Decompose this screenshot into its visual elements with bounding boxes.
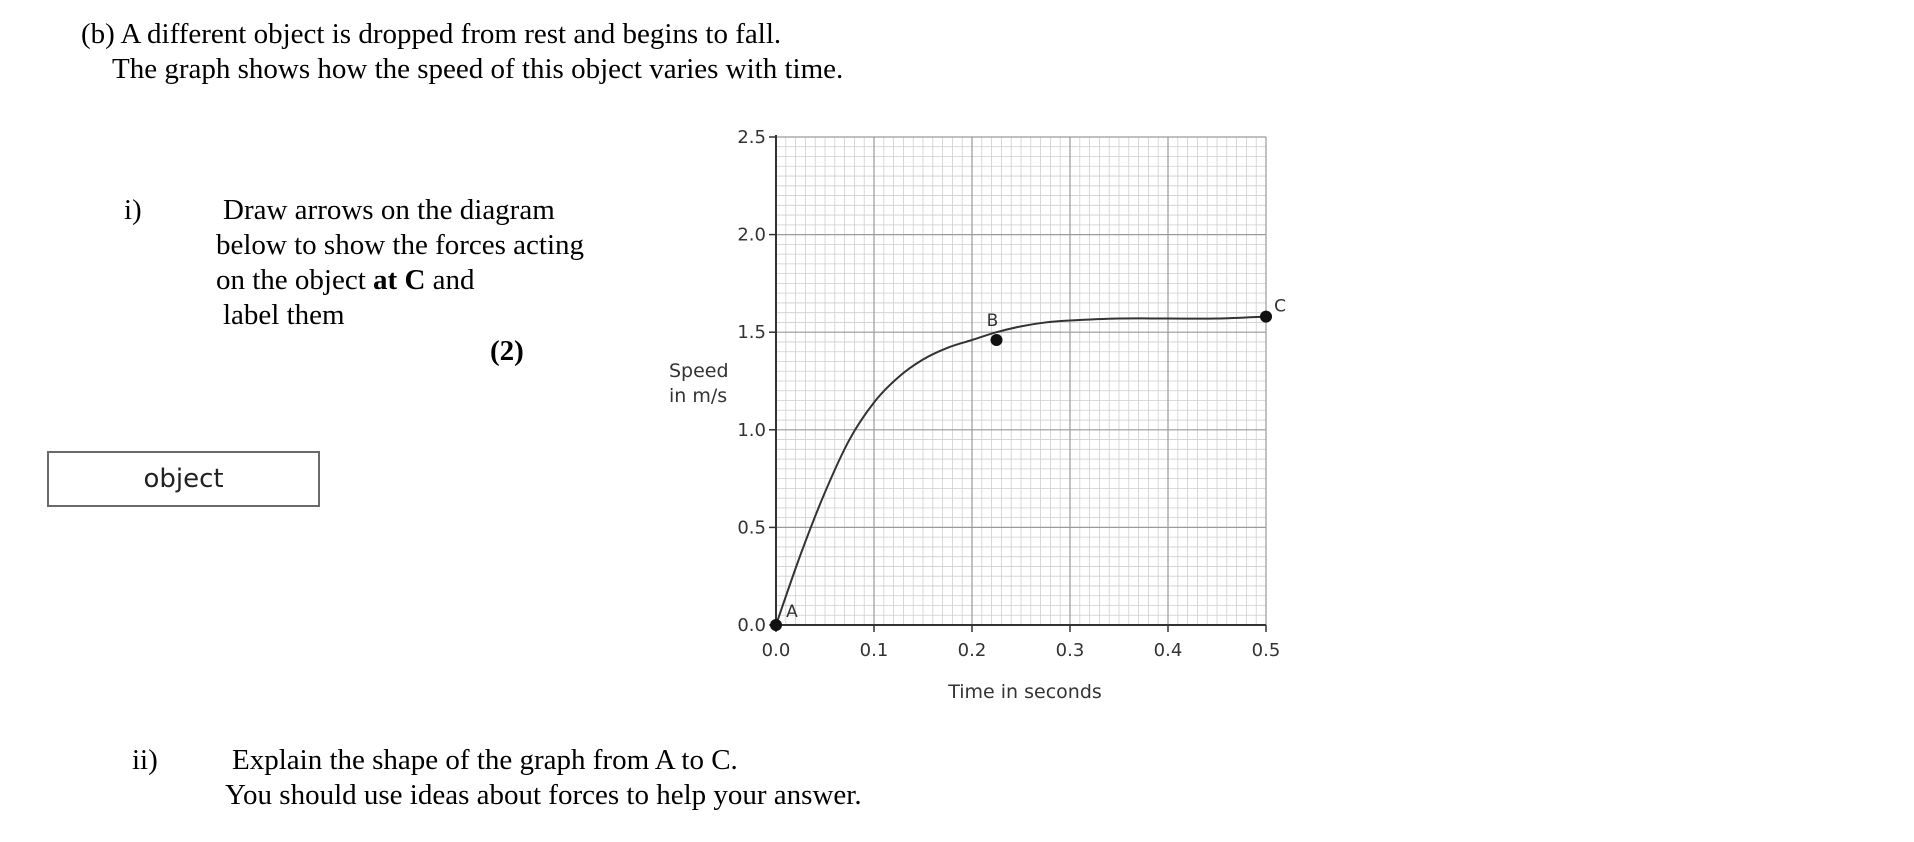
x-tick-label: 0.3 <box>1056 640 1085 661</box>
point-a-marker <box>770 619 782 631</box>
x-tick-label: 0.1 <box>860 640 889 661</box>
object-box: object <box>47 451 320 507</box>
x-tick-label: 0.5 <box>1252 640 1281 661</box>
part-i-number: i) <box>124 194 142 226</box>
x-tick-label: 0.0 <box>762 640 791 661</box>
part-i-line-2: below to show the forces acting <box>216 229 585 261</box>
intro-line-1: (b) A different object is dropped from r… <box>81 18 782 50</box>
y-tick-label: 2.5 <box>737 127 766 148</box>
point-c-marker <box>1260 310 1272 323</box>
y-tick-label: 0.0 <box>737 615 766 636</box>
chart-ticks: 0.0 0.1 0.2 0.3 0.4 0.5 0.0 0.5 1.0 1.5 2.0 2.5 <box>737 127 1280 661</box>
x-axis-label: Time in seconds <box>947 681 1102 703</box>
chart-points: A B C <box>770 297 1286 631</box>
x-tick-label: 0.2 <box>958 640 987 661</box>
part-i-line-3-text: on the object <box>216 264 374 296</box>
y-axis-label-line-2: in m/s <box>669 385 727 407</box>
part-i-line-3: on the object at C and <box>216 262 475 298</box>
point-b-marker <box>990 334 1003 347</box>
y-tick-label: 1.0 <box>737 420 766 441</box>
y-tick-label: 0.5 <box>737 517 766 538</box>
chart-series <box>775 315 1267 626</box>
intro-line-2: The graph shows how the speed of this ob… <box>112 53 844 85</box>
y-tick-label: 2.0 <box>737 225 766 246</box>
part-i-line-4: label them <box>223 299 345 331</box>
point-b-label: B <box>987 311 999 331</box>
point-a-label: A <box>786 602 798 622</box>
part-i-line-1: Draw arrows on the diagram <box>223 194 555 226</box>
x-tick-label: 0.4 <box>1154 640 1183 661</box>
part-i-marks: (2) <box>490 335 524 367</box>
speed-curve <box>775 315 1267 626</box>
point-c-label: C <box>1274 297 1286 317</box>
part-ii-number: ii) <box>132 744 158 776</box>
part-i-line-3-emphasis: at C <box>373 264 426 296</box>
chart-grid-minor <box>776 137 1266 625</box>
y-axis-label-line-1: Speed <box>669 360 729 382</box>
y-tick-label: 1.5 <box>737 322 766 343</box>
object-label: object <box>143 464 224 494</box>
part-ii-line-1: Explain the shape of the graph from A to… <box>232 744 738 776</box>
chart-axes <box>775 135 1266 626</box>
part-ii-line-2: You should use ideas about forces to hel… <box>225 779 862 811</box>
part-i-line-3-tail: and <box>425 264 475 296</box>
